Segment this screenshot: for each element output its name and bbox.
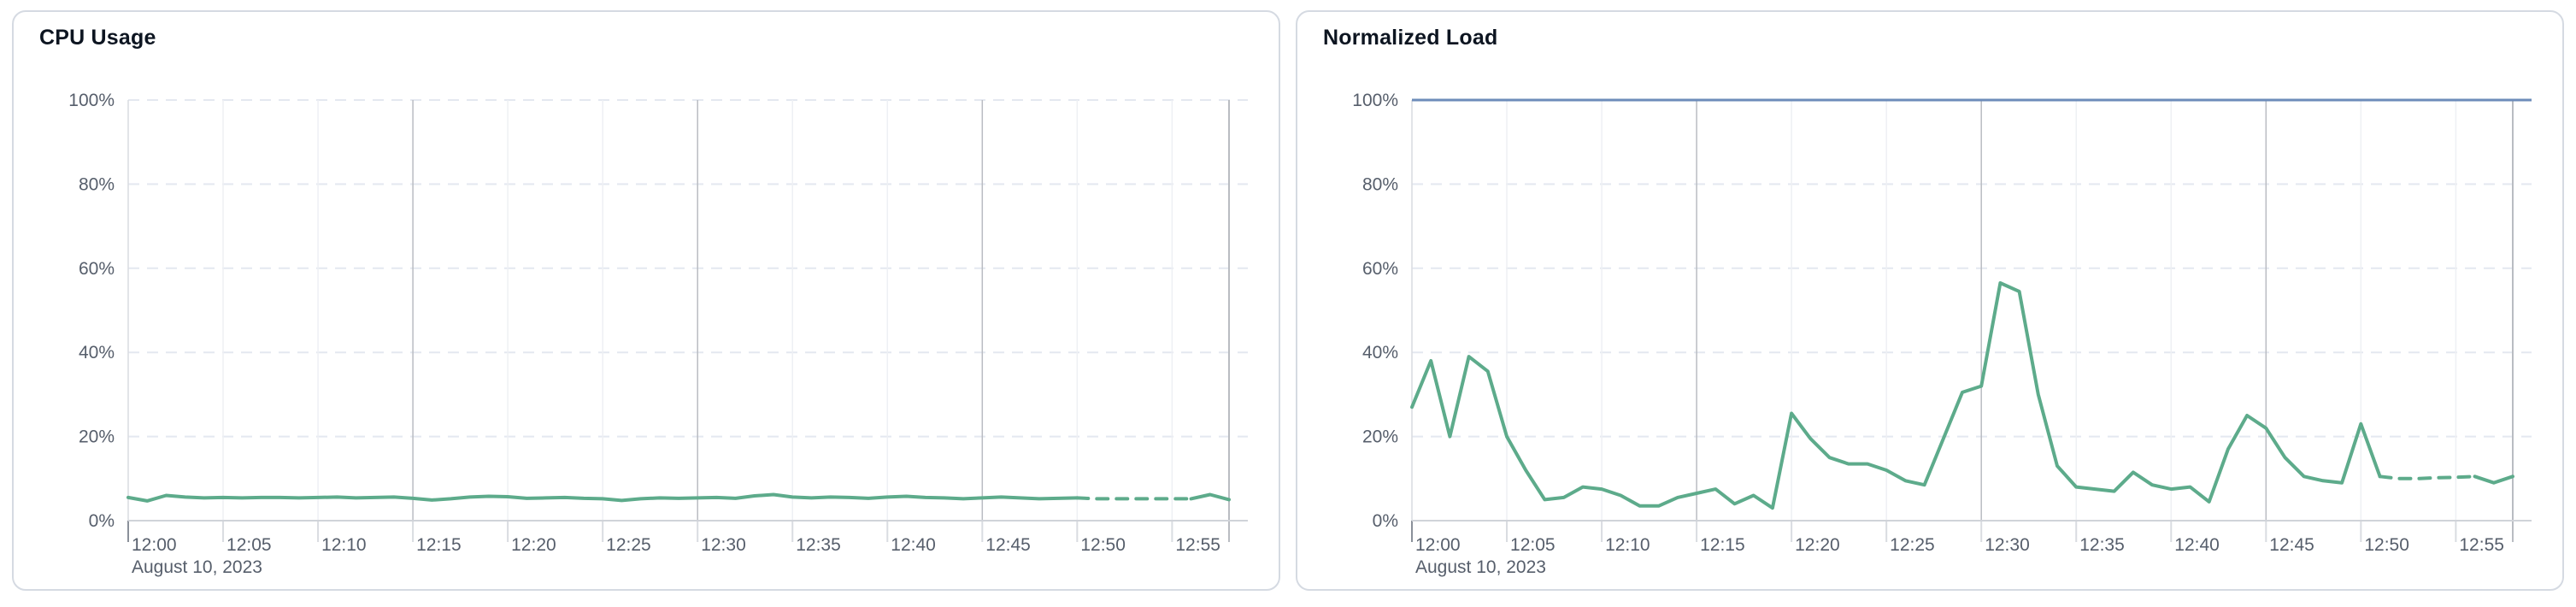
x-axis-tick-label: 12:25	[606, 535, 651, 555]
normalized-load-line	[1410, 281, 2382, 510]
chart-title-normalized-load: Normalized Load	[1323, 26, 1498, 50]
chart-card-normalized-load: Normalized Load 0% 20% 40% 60% 80% 100% 12:00 1…	[1296, 10, 2564, 591]
chart-card-cpu-usage: CPU Usage 0% 20% 40% 60% 80% 100% 12:00 12:05 12…	[12, 10, 1280, 591]
x-axis-tick-label: 12:35	[2079, 535, 2125, 555]
x-axis-tick-label: 12:50	[1080, 535, 1126, 555]
x-axis-date-label: August 10, 2023	[1415, 557, 1546, 577]
cpu-usage-line	[126, 492, 1079, 503]
y-axis-tick-label: 40%	[1362, 343, 1398, 362]
x-axis-tick-label: 12:25	[1890, 535, 1935, 555]
x-axis-tick-label: 12:15	[416, 535, 462, 555]
cpu-usage-chart[interactable]: 0% 20% 40% 60% 80% 100% 12:00 12:05 12:10 12:15 12…	[14, 51, 1279, 589]
x-axis-tick-label: 12:20	[511, 535, 556, 555]
x-axis-tick-label: 12:55	[1175, 535, 1220, 555]
x-axis-tick-label: 12:45	[2269, 535, 2314, 555]
y-axis-tick-label: 100%	[68, 91, 115, 110]
normalized-load-chart[interactable]: 0% 20% 40% 60% 80% 100% 12:00 12:05 12:10 12:15 12…	[1297, 51, 2562, 589]
y-axis-tick-label: 20%	[1362, 427, 1398, 447]
y-axis-tick-label: 60%	[79, 259, 115, 279]
x-axis-date-label: August 10, 2023	[132, 557, 262, 577]
x-axis-tick-label: 12:50	[2364, 535, 2409, 555]
chart-title-cpu-usage: CPU Usage	[39, 26, 156, 50]
x-axis-tick-label: 12:05	[1510, 535, 1556, 555]
x-axis-tick-label: 12:10	[1605, 535, 1650, 555]
y-axis-tick-label: 80%	[79, 174, 115, 194]
y-axis-tick-label: 40%	[79, 343, 115, 362]
x-axis-tick-label: 12:55	[2459, 535, 2504, 555]
y-axis-tick-label: 60%	[1362, 259, 1398, 279]
y-axis-tick-label: 20%	[79, 427, 115, 447]
y-axis-tick-label: 80%	[1362, 174, 1398, 194]
normalized-load-line	[2473, 474, 2514, 485]
x-axis-tick-label: 12:30	[701, 535, 746, 555]
x-axis-tick-label: 12:45	[985, 535, 1031, 555]
x-axis-tick-label: 12:20	[1795, 535, 1840, 555]
y-axis-tick-label: 0%	[1373, 511, 1398, 531]
cpu-usage-line	[1189, 492, 1231, 502]
x-axis-tick-label: 12:00	[1415, 535, 1461, 555]
x-axis-tick-label: 12:10	[321, 535, 367, 555]
x-axis-tick-label: 12:05	[226, 535, 272, 555]
x-axis-tick-label: 12:00	[132, 535, 177, 555]
x-axis-tick-label: 12:35	[796, 535, 841, 555]
normalized-load-line-dashed	[2378, 474, 2477, 480]
x-axis-tick-label: 12:15	[1700, 535, 1745, 555]
x-axis-tick-label: 12:40	[2174, 535, 2220, 555]
x-axis-tick-label: 12:40	[891, 535, 936, 555]
x-axis-tick-label: 12:30	[1985, 535, 2030, 555]
y-axis-tick-label: 0%	[89, 511, 115, 531]
y-axis-tick-label: 100%	[1352, 91, 1398, 110]
